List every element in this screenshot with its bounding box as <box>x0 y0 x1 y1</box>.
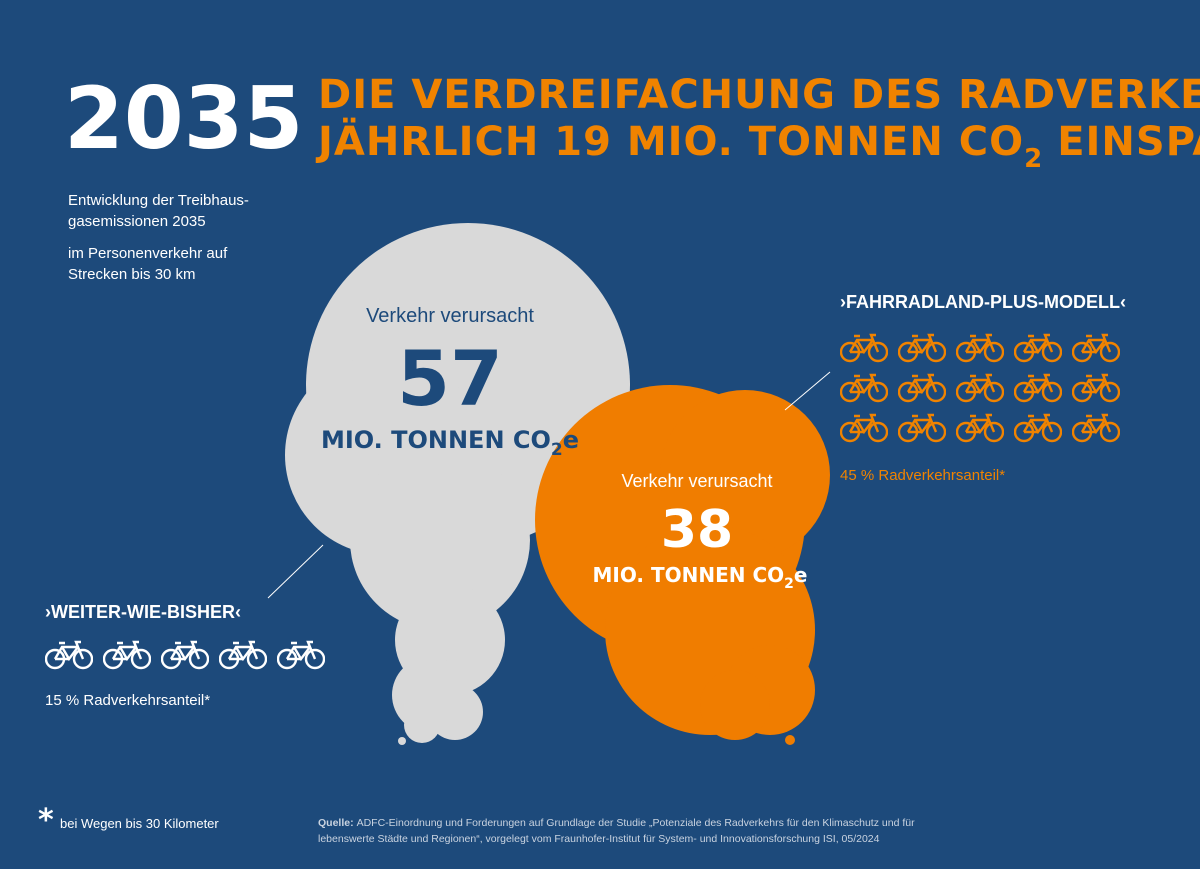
intro-line: Strecken bis 30 km <box>68 266 196 283</box>
cloud-value: 38 <box>661 500 733 560</box>
year: 2035 <box>64 69 303 169</box>
headline: DIE VERDREIFACHUNG DES RADVERKEHRS KANN <box>318 72 1200 118</box>
intro-line: gasemissionen 2035 <box>68 213 206 230</box>
source: Quelle: ADFC-Einordnung und Forderungen a… <box>318 817 915 829</box>
share: 45 % Radverkehrsanteil* <box>840 467 1005 484</box>
cloud-intro: Verkehr verursacht <box>366 305 534 327</box>
share: 15 % Radverkehrsanteil* <box>45 692 210 709</box>
intro-line: im Personenverkehr auf <box>68 245 228 262</box>
cloud-unit: MIO. TONNEN CO2e <box>593 563 808 592</box>
footnote-mark: * <box>38 803 54 838</box>
source-text: ADFC-Einordnung und Forderungen auf Grun… <box>357 817 915 829</box>
cloud-value: 57 <box>397 334 503 423</box>
unit: MIO. TONNEN CO <box>593 563 785 587</box>
connector <box>267 544 324 599</box>
unit-end: e <box>794 563 808 587</box>
unit-sub: 2 <box>784 576 794 592</box>
intro: Entwicklung der Treibhaus- gasemissionen… <box>68 192 249 283</box>
cloud-unit: MIO. TONNEN CO2e <box>321 426 579 460</box>
source-label: Quelle: <box>318 817 354 829</box>
unit-end: e <box>563 426 579 454</box>
cloud-intro: Verkehr verursacht <box>621 471 772 491</box>
headline-end: EINSPAREN <box>1057 119 1200 165</box>
unit-sub: 2 <box>551 440 563 460</box>
headline: JÄHRLICH 19 MIO. TONNEN CO2 EINSPAREN <box>315 117 1200 174</box>
source: lebenswerte Städte und Regionen“, vorgel… <box>318 833 880 845</box>
intro-line: Entwicklung der Treibhaus- <box>68 192 249 209</box>
scenario-label: ›WEITER-WIE-BISHER‹ <box>45 602 241 622</box>
headline-sub: 2 <box>1024 144 1043 174</box>
connector <box>784 371 831 411</box>
orange-cloud <box>535 385 830 745</box>
footnote: bei Wegen bis 30 Kilometer <box>60 816 219 831</box>
unit: MIO. TONNEN CO <box>321 426 551 454</box>
headline-text: JÄHRLICH 19 MIO. TONNEN CO <box>315 117 1024 165</box>
scenario-label: ›FAHRRADLAND-PLUS-MODELL‹ <box>840 292 1126 312</box>
